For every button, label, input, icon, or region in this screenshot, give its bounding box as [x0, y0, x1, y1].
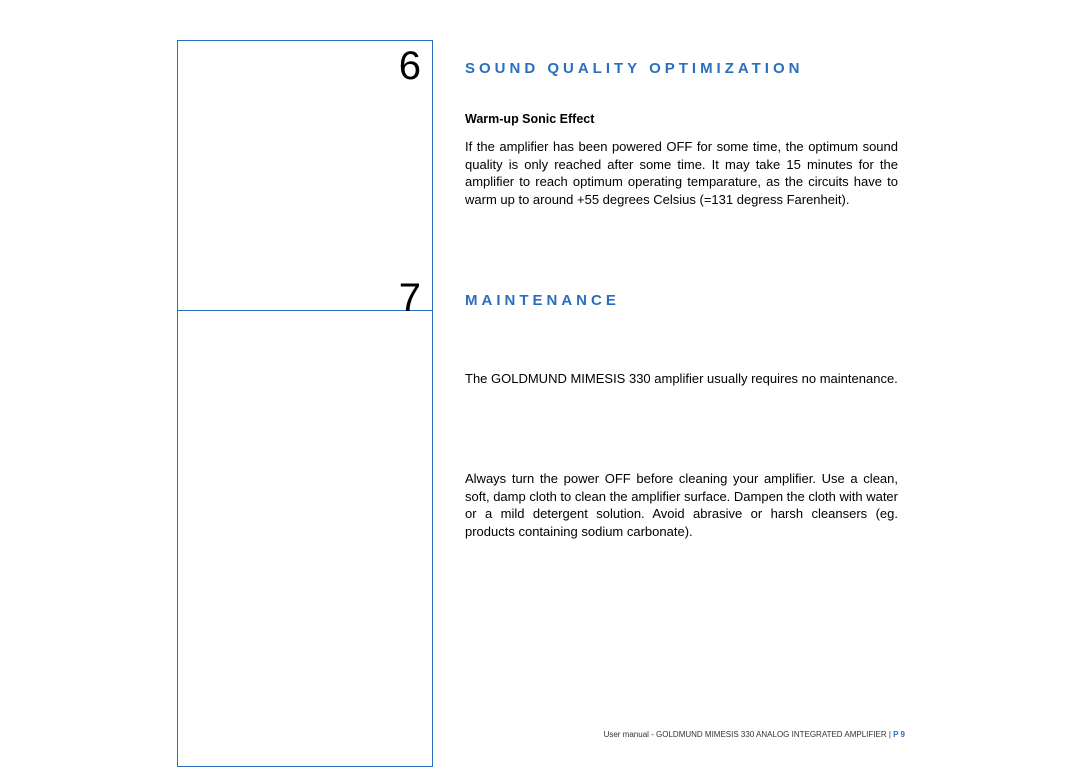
subhead-warmup: Warm-up Sonic Effect — [465, 112, 594, 126]
para-maint-1: The GOLDMUND MIMESIS 330 amplifier usual… — [465, 370, 898, 388]
para-warmup: If the amplifier has been powered OFF fo… — [465, 138, 898, 208]
footer-doc-title: User manual - GOLDMUND MIMESIS 330 ANALO… — [604, 730, 894, 739]
heading-sound-quality: SOUND QUALITY OPTIMIZATION — [465, 60, 803, 77]
section-index-column — [177, 40, 433, 767]
manual-page: 6 SOUND QUALITY OPTIMIZATION Warm-up Son… — [0, 0, 1080, 763]
section-number-6: 6 — [177, 46, 421, 86]
page-footer: User manual - GOLDMUND MIMESIS 330 ANALO… — [604, 730, 905, 739]
footer-page-number: P 9 — [893, 730, 905, 739]
para-maint-2: Always turn the power OFF before cleanin… — [465, 470, 898, 540]
heading-maintenance: MAINTENANCE — [465, 292, 620, 309]
section-number-7: 7 — [177, 278, 421, 318]
